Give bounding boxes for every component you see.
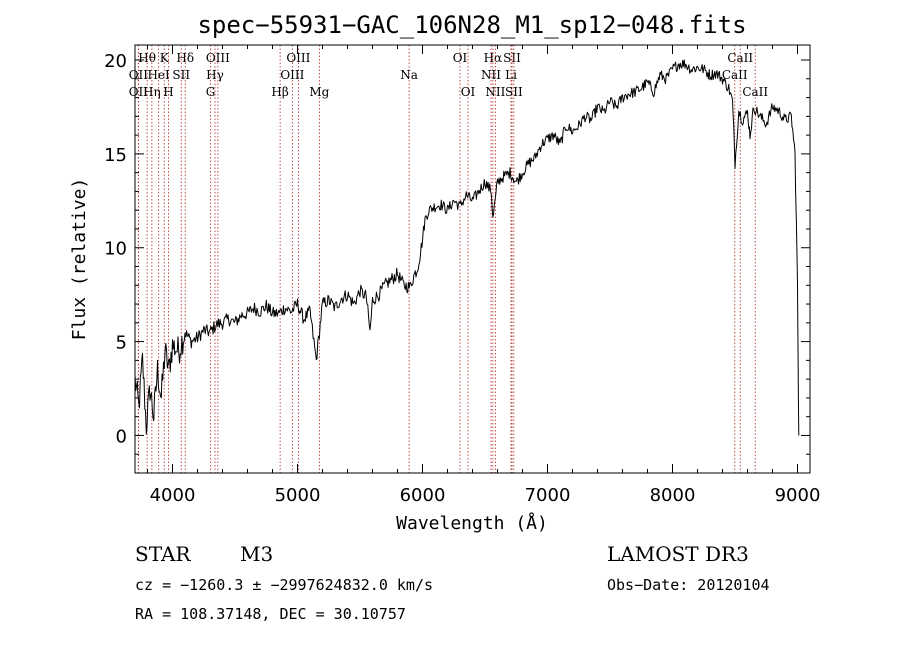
marker-label-18: OI bbox=[461, 85, 476, 99]
plot-frame bbox=[134, 44, 811, 474]
x-tick-label-4: 8000 bbox=[650, 485, 696, 506]
marker-label-11: G bbox=[206, 85, 216, 99]
marker-label-3: K bbox=[160, 51, 170, 65]
axis-ticks: 4000 5000 6000 7000 8000 9000 0 5 10 15 20 bbox=[104, 45, 820, 506]
marker-label-19: Hα bbox=[484, 51, 503, 65]
marker-label-7: SII bbox=[172, 68, 190, 82]
y-tick-label-3: 15 bbox=[104, 145, 127, 166]
marker-label-6: Hη bbox=[143, 85, 161, 99]
marker-label-16: Na bbox=[400, 68, 418, 82]
obs-date: Obs−Date: 20120104 bbox=[607, 576, 770, 594]
survey-name: LAMOST DR3 bbox=[607, 542, 749, 566]
x-tick-label-5: 9000 bbox=[775, 485, 821, 506]
marker-label-13: OIII bbox=[286, 51, 310, 65]
marker-label-1: OII bbox=[129, 68, 149, 82]
y-tick-label-1: 5 bbox=[116, 333, 127, 354]
y-axis-label: Flux (relative) bbox=[69, 178, 90, 341]
marker-label-8: Hδ bbox=[176, 51, 194, 65]
marker-label-4: H bbox=[163, 85, 173, 99]
y-tick-label-0: 0 bbox=[116, 426, 127, 447]
marker-label-21: NII bbox=[485, 85, 505, 99]
velocity-readout: cz = −1260.3 ± −2997624832.0 km/s bbox=[135, 576, 433, 594]
x-tick-label-0: 4000 bbox=[150, 485, 196, 506]
series-layer bbox=[134, 59, 800, 436]
marker-label-10: Hγ bbox=[206, 68, 224, 82]
marker-label-20: NII bbox=[481, 68, 501, 82]
marker-label-12: Hβ bbox=[271, 85, 288, 99]
line-markers: Hθ OII OII K H HeI Hη SII Hδ OIII Hγ G Hβ OIII OIII Mg N… bbox=[129, 45, 768, 473]
marker-label-26: CaII bbox=[722, 68, 748, 82]
marker-label-15: Mg bbox=[309, 85, 329, 99]
marker-label-14: OIII bbox=[280, 68, 304, 82]
object-subclass: M3 bbox=[240, 542, 273, 566]
marker-label-22: SII bbox=[503, 51, 521, 65]
marker-label-24: SII bbox=[505, 85, 523, 99]
marker-label-9: OIII bbox=[206, 51, 230, 65]
series-line-flux bbox=[134, 59, 800, 436]
marker-label-0: Hθ bbox=[138, 51, 156, 65]
x-tick-label-3: 7000 bbox=[525, 485, 571, 506]
y-tick-label-4: 20 bbox=[104, 51, 127, 72]
marker-label-2: OII bbox=[129, 85, 149, 99]
marker-label-23: Li bbox=[505, 68, 517, 82]
y-tick-label-2: 10 bbox=[104, 239, 127, 260]
marker-label-5: HeI bbox=[147, 68, 170, 82]
x-tick-label-1: 5000 bbox=[275, 485, 321, 506]
coordinates: RA = 108.37148, DEC = 30.10757 bbox=[135, 605, 406, 623]
x-axis-label: Wavelength (Å) bbox=[396, 512, 548, 534]
marker-label-27: CaII bbox=[742, 85, 768, 99]
marker-label-25: CaII bbox=[727, 51, 753, 65]
chart-title: spec−55931−GAC_106N28_M1_sp12−048.fits bbox=[197, 11, 746, 39]
marker-label-17: OI bbox=[453, 51, 468, 65]
x-tick-label-2: 6000 bbox=[400, 485, 446, 506]
object-class: STAR bbox=[135, 542, 191, 566]
